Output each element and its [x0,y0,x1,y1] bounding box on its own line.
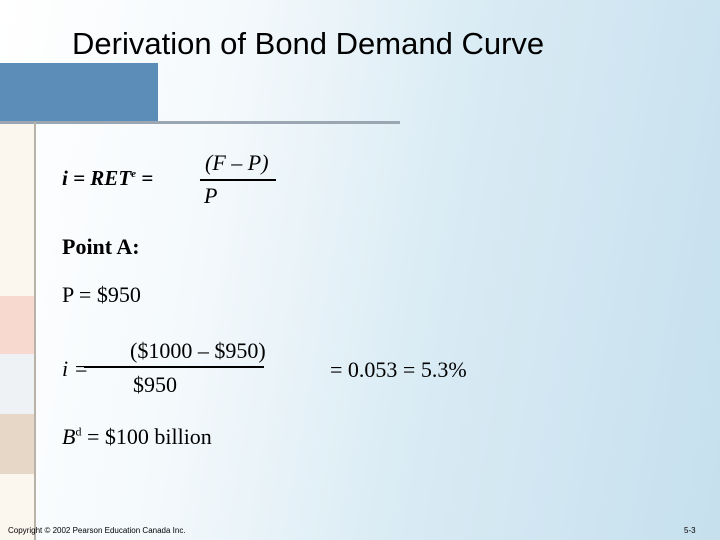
demand-line: Bd = $100 billion [62,424,212,450]
formula-denominator: P [204,183,218,208]
left-block-light [0,354,35,414]
left-block-beige [0,414,35,474]
formula-lhs: i = RETe = [62,166,153,191]
demand-value: = $100 billion [86,424,212,449]
calc-denominator: $950 [133,372,177,397]
calc-numerator: ($1000 – $950) [130,338,266,363]
demand-symbol: B [62,424,76,449]
calc-lhs: i = [62,356,89,381]
slide-title: Derivation of Bond Demand Curve [72,26,545,61]
copyright: Copyright © 2002 Pearson Education Canad… [8,526,186,535]
formula-lhs-text: i = RET [62,166,132,190]
header-block [0,63,158,122]
formula-equals: = [141,166,154,190]
formula-numerator: (F – P) [205,150,269,175]
demand-sup: d [75,424,82,439]
price-line: P = $950 [62,282,141,307]
page-number: 5-3 [684,526,696,535]
formula-sup: e [131,168,137,180]
header-rule [0,121,400,124]
calc-fraction-bar [84,366,264,368]
calc-result: = 0.053 = 5.3% [330,357,467,382]
fraction-bar [200,179,276,181]
vertical-rule [34,122,36,540]
point-label: Point A: [62,234,140,259]
left-block-pink [0,296,35,354]
